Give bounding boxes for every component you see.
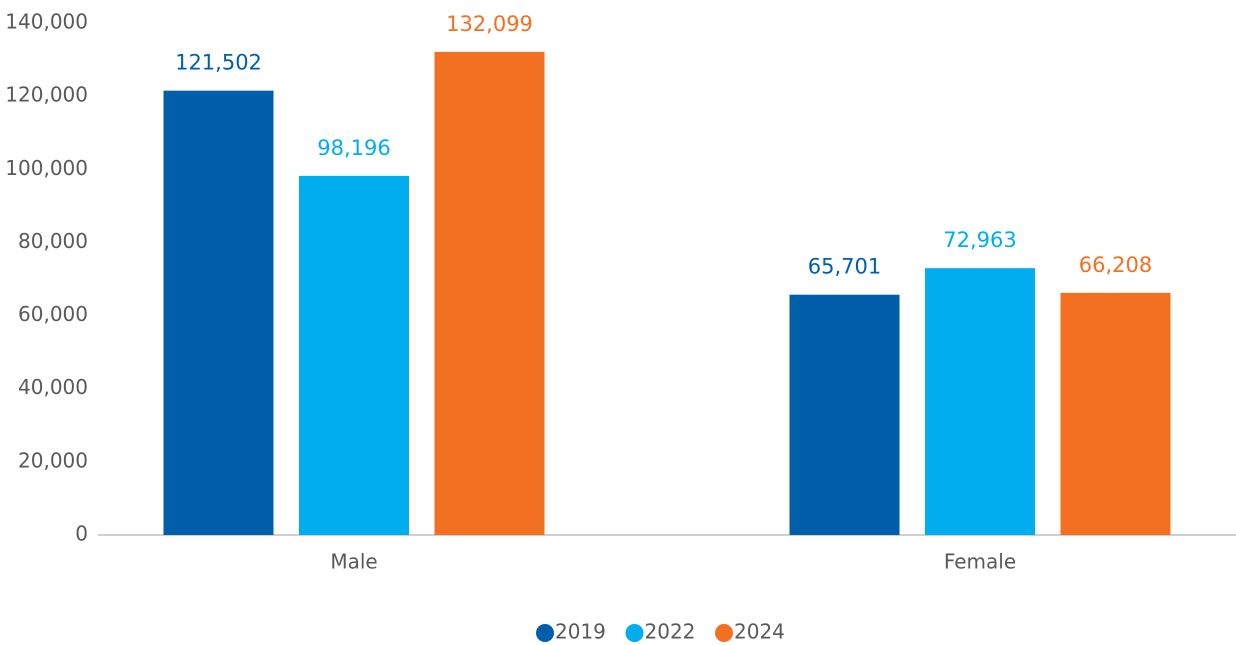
legend-swatch bbox=[715, 624, 733, 642]
y-tick-label: 140,000 bbox=[5, 10, 88, 34]
bar bbox=[789, 294, 900, 535]
data-label: 98,196 bbox=[317, 136, 390, 160]
legend-label: 2019 bbox=[555, 620, 606, 644]
legend-label: 2022 bbox=[645, 620, 696, 644]
data-label: 65,701 bbox=[808, 255, 881, 279]
bar bbox=[1060, 292, 1171, 535]
y-tick-label: 120,000 bbox=[5, 83, 88, 107]
y-tick-label: 40,000 bbox=[18, 375, 88, 399]
bar bbox=[163, 90, 274, 535]
data-label: 66,208 bbox=[1079, 253, 1152, 277]
data-label: 121,502 bbox=[175, 51, 262, 75]
y-tick-label: 0 bbox=[75, 522, 88, 546]
legend-label: 2024 bbox=[734, 620, 785, 644]
x-tick-label: Male bbox=[330, 550, 377, 574]
legend-swatch bbox=[625, 624, 644, 642]
legend-swatch bbox=[536, 624, 554, 642]
x-tick-label: Female bbox=[944, 550, 1016, 574]
y-tick-label: 80,000 bbox=[18, 229, 88, 253]
bar bbox=[925, 268, 1035, 535]
y-tick-label: 100,000 bbox=[5, 156, 88, 180]
bar bbox=[434, 51, 545, 536]
bar bbox=[299, 175, 409, 536]
y-tick-label: 60,000 bbox=[18, 302, 88, 326]
data-label: 72,963 bbox=[943, 228, 1016, 252]
y-tick-label: 20,000 bbox=[18, 448, 88, 472]
data-label: 132,099 bbox=[446, 12, 533, 36]
